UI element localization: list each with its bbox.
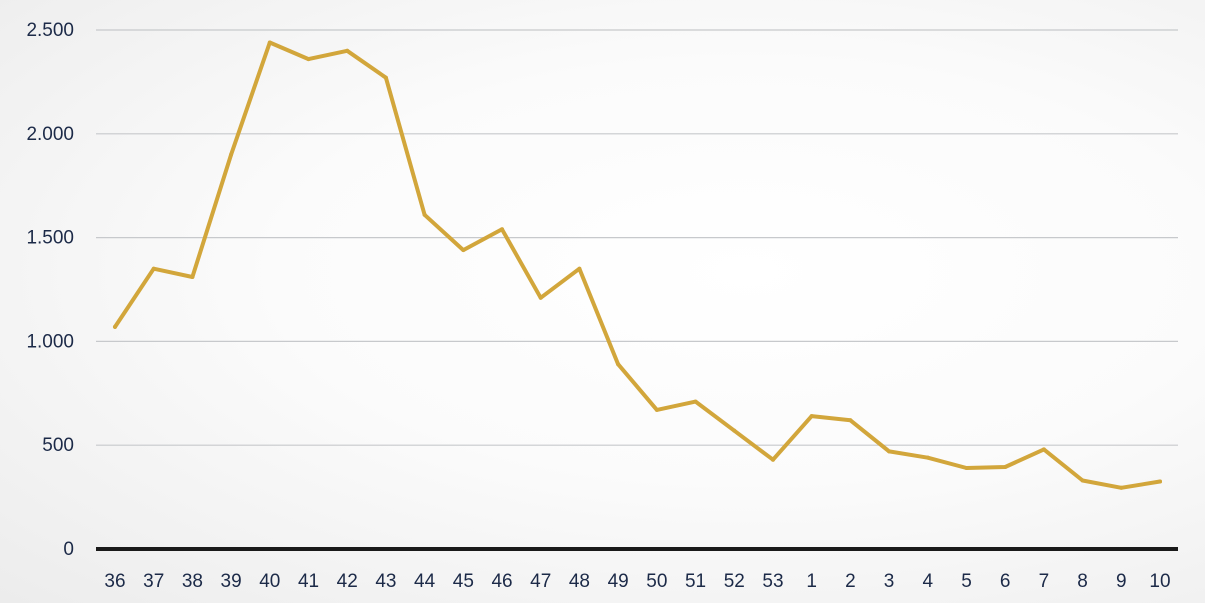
y-tick-label: 0 <box>63 539 74 560</box>
x-tick-label: 38 <box>182 571 203 592</box>
x-tick-label: 36 <box>104 571 125 592</box>
data-point <box>151 266 156 271</box>
data-point <box>267 40 272 45</box>
y-tick-label: 1.500 <box>26 228 74 249</box>
x-tick-label: 43 <box>375 571 396 592</box>
data-point <box>190 275 195 280</box>
data-point <box>770 457 775 462</box>
y-tick-label: 1.000 <box>26 331 74 352</box>
data-point <box>732 428 737 433</box>
data-point <box>1119 485 1124 490</box>
data-point <box>383 75 388 80</box>
x-tick-label: 42 <box>337 571 358 592</box>
data-point <box>345 48 350 53</box>
x-tick-label: 4 <box>922 571 933 592</box>
series-layer <box>113 40 1162 490</box>
x-tick-label: 37 <box>143 571 164 592</box>
data-point <box>577 266 582 271</box>
data-point <box>887 449 892 454</box>
y-tick-label: 2.500 <box>26 20 74 41</box>
y-axis-ticks: 0 500 1.000 1.500 2.000 2.500 <box>26 20 74 560</box>
y-tick-label: 2.000 <box>26 124 74 145</box>
x-tick-label: 10 <box>1149 571 1170 592</box>
data-point <box>964 466 969 471</box>
data-point <box>925 455 930 460</box>
data-point <box>1003 464 1008 469</box>
x-tick-label: 45 <box>453 571 474 592</box>
data-point <box>538 295 543 300</box>
x-tick-label: 47 <box>530 571 551 592</box>
x-tick-label: 2 <box>845 571 856 592</box>
data-point <box>1080 478 1085 483</box>
y-tick-label: 500 <box>42 435 74 456</box>
x-tick-label: 3 <box>884 571 895 592</box>
x-tick-label: 51 <box>685 571 706 592</box>
data-point <box>500 227 505 232</box>
data-point <box>461 248 466 253</box>
gridlines <box>96 29 1178 551</box>
x-tick-label: 41 <box>298 571 319 592</box>
data-point <box>693 399 698 404</box>
x-tick-label: 8 <box>1077 571 1088 592</box>
x-tick-label: 44 <box>414 571 436 592</box>
x-tick-label: 1 <box>806 571 817 592</box>
data-point <box>422 212 427 217</box>
data-point <box>306 57 311 62</box>
x-tick-label: 40 <box>259 571 280 592</box>
data-point <box>809 414 814 419</box>
data-point <box>654 407 659 412</box>
x-tick-label: 50 <box>646 571 667 592</box>
data-point <box>1158 479 1162 484</box>
x-tick-label: 48 <box>569 571 590 592</box>
x-tick-label: 46 <box>491 571 512 592</box>
x-tick-label: 5 <box>961 571 972 592</box>
series-line <box>113 40 1162 490</box>
data-point <box>1041 447 1046 452</box>
x-tick-label: 52 <box>724 571 745 592</box>
x-tick-label: 53 <box>762 571 783 592</box>
x-axis-ticks: 36 37 38 39 40 41 42 43 44 45 46 47 48 49 50 51 52 53 1 2 3 4… <box>104 571 1170 592</box>
x-tick-label: 9 <box>1116 571 1127 592</box>
data-point <box>113 324 117 329</box>
x-tick-label: 39 <box>221 571 242 592</box>
x-tick-label: 49 <box>608 571 629 592</box>
x-tick-label: 7 <box>1039 571 1050 592</box>
x-tick-label: 6 <box>1000 571 1011 592</box>
data-point <box>616 362 621 367</box>
data-point <box>848 418 853 423</box>
data-point <box>229 152 234 157</box>
